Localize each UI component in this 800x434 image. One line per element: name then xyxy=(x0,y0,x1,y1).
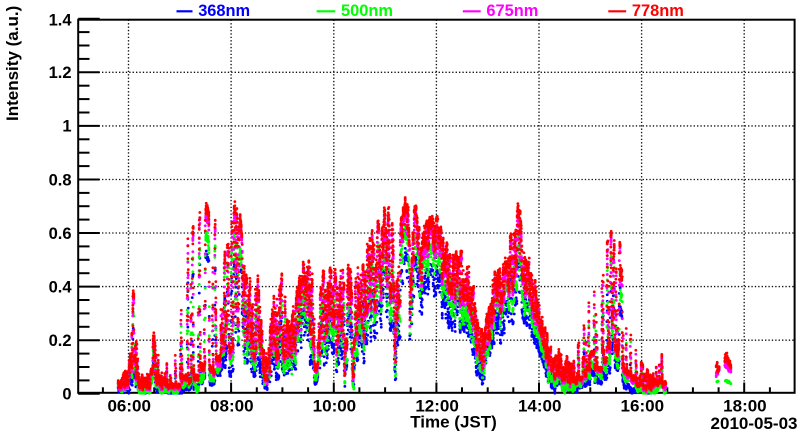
svg-text:0: 0 xyxy=(62,386,71,404)
svg-text:500nm: 500nm xyxy=(341,2,393,20)
svg-text:675nm: 675nm xyxy=(486,2,538,20)
svg-text:12:00: 12:00 xyxy=(415,396,458,415)
svg-text:Time (JST): Time (JST) xyxy=(410,413,497,432)
svg-text:0.6: 0.6 xyxy=(49,225,72,243)
svg-text:0.8: 0.8 xyxy=(49,171,72,189)
svg-text:1.2: 1.2 xyxy=(49,64,72,82)
svg-text:2010-05-03: 2010-05-03 xyxy=(711,414,798,433)
svg-text:368nm: 368nm xyxy=(198,2,250,20)
svg-text:1.4: 1.4 xyxy=(49,12,73,30)
svg-text:10:00: 10:00 xyxy=(313,396,356,415)
svg-text:0.2: 0.2 xyxy=(49,332,72,350)
svg-text:08:00: 08:00 xyxy=(210,396,253,415)
svg-text:0.4: 0.4 xyxy=(49,278,73,296)
svg-text:06:00: 06:00 xyxy=(107,396,150,415)
svg-text:Intensity (a.u.): Intensity (a.u.) xyxy=(3,6,22,121)
svg-text:16:00: 16:00 xyxy=(621,396,664,415)
svg-text:778nm: 778nm xyxy=(632,2,684,20)
svg-text:14:00: 14:00 xyxy=(518,396,561,415)
svg-text:18:00: 18:00 xyxy=(723,396,766,415)
svg-text:1: 1 xyxy=(62,118,71,136)
